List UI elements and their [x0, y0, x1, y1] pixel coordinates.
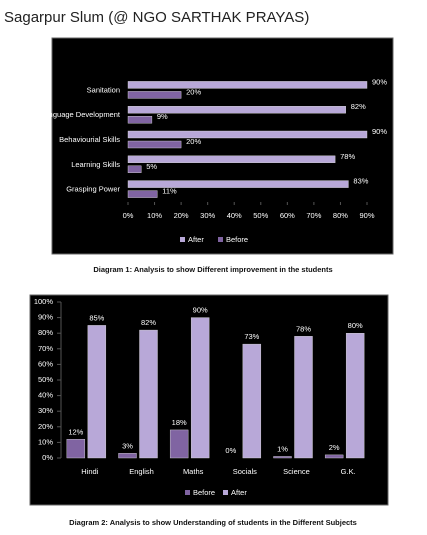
y-tick-label: 20%: [38, 422, 53, 431]
data-label: 82%: [351, 102, 366, 111]
x-tick-label: 10%: [147, 211, 162, 220]
legend-label: After: [188, 235, 204, 244]
y-tick-label: Language Development: [40, 110, 121, 119]
data-label: 83%: [353, 177, 368, 186]
x-tick-label: English: [129, 467, 154, 476]
y-tick-label: 40%: [38, 391, 53, 400]
y-tick-label: 10%: [38, 437, 53, 446]
x-tick-label: 30%: [200, 211, 215, 220]
data-label: 18%: [172, 418, 187, 427]
y-tick-label: 60%: [38, 359, 53, 368]
bar: [190, 317, 210, 459]
x-tick-label: 20%: [174, 211, 189, 220]
x-tick-label: 40%: [227, 211, 242, 220]
y-tick-label: 100%: [34, 297, 54, 306]
x-tick-label: Socials: [233, 467, 257, 476]
bar: [242, 343, 262, 459]
y-tick-label: 80%: [38, 328, 53, 337]
x-tick-label: Science: [283, 467, 310, 476]
chart-caption: Diagram 2: Analysis to show Understandin…: [69, 518, 357, 527]
legend-label: Before: [193, 488, 215, 497]
data-label: 1%: [277, 444, 288, 453]
data-label: 78%: [340, 152, 355, 161]
data-label: 73%: [244, 332, 259, 341]
bar: [127, 115, 153, 124]
bar: [127, 91, 182, 99]
chart-caption: Diagram 1: Analysis to show Different im…: [93, 265, 332, 274]
data-label: 80%: [348, 321, 363, 330]
bar: [324, 454, 344, 459]
data-label: 82%: [141, 318, 156, 327]
bar: [127, 180, 349, 188]
y-tick-label: 50%: [38, 375, 53, 384]
data-label: 90%: [372, 77, 387, 86]
bar: [127, 165, 142, 174]
x-tick-label: G.K.: [341, 467, 356, 476]
bar: [127, 140, 182, 149]
y-tick-label: Learning Skills: [71, 160, 120, 169]
bar: [127, 105, 346, 114]
legend-swatch: [223, 490, 228, 495]
data-label: 0%: [225, 446, 236, 455]
x-tick-label: 70%: [306, 211, 321, 220]
legend-swatch: [218, 237, 223, 242]
data-label: 9%: [157, 112, 168, 121]
x-tick-label: Maths: [183, 467, 204, 476]
y-tick-label: Grasping Power: [66, 185, 120, 194]
bar: [118, 453, 137, 459]
y-tick-label: 90%: [38, 313, 53, 322]
y-tick-label: Behaviourial Skills: [59, 135, 120, 144]
x-tick-label: 60%: [280, 211, 295, 220]
x-tick-label: Hindi: [81, 467, 98, 476]
data-label: 20%: [186, 87, 201, 96]
legend-label: After: [231, 488, 247, 497]
bar: [87, 325, 107, 459]
bar: [66, 439, 86, 459]
bar: [127, 81, 368, 89]
data-label: 2%: [329, 443, 340, 452]
data-label: 90%: [372, 127, 387, 136]
data-label: 78%: [296, 324, 311, 333]
x-tick-label: 50%: [253, 211, 268, 220]
data-label: 3%: [122, 441, 133, 450]
chart-background: [51, 37, 394, 255]
bar: [139, 329, 158, 459]
y-tick-label: Sanitation: [87, 85, 120, 94]
bar: [273, 456, 292, 459]
x-tick-label: 80%: [333, 211, 348, 220]
legend-label: Before: [226, 235, 248, 244]
bar: [169, 429, 189, 459]
x-tick-label: 90%: [359, 211, 374, 220]
data-label: 20%: [186, 137, 201, 146]
bar: [345, 333, 365, 459]
bar: [294, 336, 313, 459]
legend-swatch: [180, 237, 185, 242]
y-tick-label: 70%: [38, 344, 53, 353]
data-label: 90%: [193, 306, 208, 315]
page-title: Sagarpur Slum (@ NGO SARTHAK PRAYAS): [4, 9, 309, 26]
data-label: 5%: [146, 162, 157, 171]
data-label: 11%: [162, 187, 177, 196]
bar: [127, 130, 368, 139]
y-tick-label: 0%: [42, 453, 53, 462]
legend-swatch: [185, 490, 190, 495]
x-tick-label: 0%: [123, 211, 134, 220]
bar: [127, 155, 336, 164]
bar: [127, 190, 158, 198]
data-label: 85%: [89, 313, 104, 322]
y-tick-label: 30%: [38, 406, 53, 415]
data-label: 12%: [68, 427, 83, 436]
